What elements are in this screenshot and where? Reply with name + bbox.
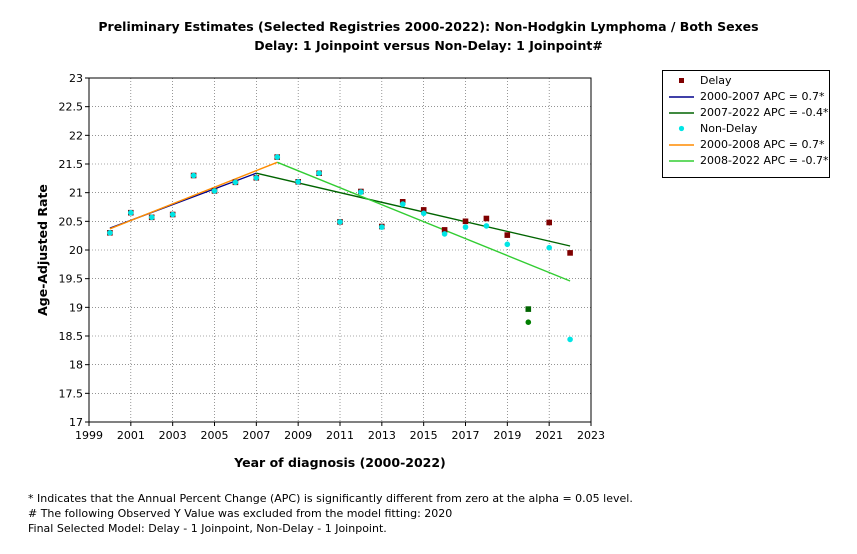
grid-lines	[89, 78, 591, 422]
x-tick-label: 2007	[242, 429, 270, 442]
legend-label: 2000-2008 APC = 0.7*	[700, 138, 825, 151]
x-tick-label: 2005	[201, 429, 229, 442]
trend-line-segment	[256, 172, 571, 247]
x-tick-label: 2015	[410, 429, 438, 442]
axis-ticks: 17 17.5 18 18.5 19 19.5 20 20.5 21 21.5 22 22.5 23 19…	[59, 72, 606, 442]
non-delay-point	[295, 179, 302, 185]
y-tick-label: 23	[69, 72, 83, 85]
legend-label: Non-Delay	[700, 122, 758, 135]
circle-marker-icon	[678, 125, 685, 132]
non-delay-point	[420, 210, 427, 217]
legend-label: Delay	[700, 74, 732, 87]
delay-point	[462, 218, 469, 225]
legend-label: 2007-2022 APC = -0.4*	[700, 106, 829, 119]
footnote-model: Final Selected Model: Delay - 1 Joinpoin…	[28, 522, 387, 535]
non-delay-point	[567, 336, 573, 343]
non-delay-point	[128, 209, 134, 216]
delay-point	[483, 215, 490, 222]
x-tick-label: 2013	[368, 429, 396, 442]
non-delay-point	[337, 219, 343, 225]
y-tick-label: 20.5	[59, 215, 84, 228]
x-tick-label: 2011	[326, 429, 354, 442]
y-tick-label: 19	[69, 301, 83, 314]
y-tick-label: 19.5	[59, 273, 84, 286]
x-tick-label: 1999	[75, 429, 103, 442]
y-tick-label: 17.5	[59, 387, 84, 400]
chart-title: Preliminary Estimates (Selected Registri…	[98, 19, 759, 34]
non-delay-point	[400, 201, 406, 207]
x-tick-label: 2017	[452, 429, 480, 442]
trend-lines	[109, 161, 571, 282]
data-points	[107, 154, 573, 343]
delay-point	[567, 250, 573, 256]
non-delay-point	[379, 224, 385, 230]
x-tick-label: 2021	[535, 429, 563, 442]
square-marker-icon	[679, 78, 684, 83]
y-tick-label: 22.5	[59, 101, 84, 114]
non-delay-point	[169, 211, 176, 218]
non-delay-point	[441, 231, 448, 237]
delay-point	[441, 227, 448, 233]
non-delay-point	[546, 244, 552, 251]
delay-point	[546, 219, 552, 226]
non-delay-point	[107, 230, 113, 236]
non-delay-point	[190, 172, 197, 179]
line-marker-icon	[669, 112, 694, 114]
line-marker-icon	[669, 160, 694, 162]
x-tick-label: 2003	[159, 429, 187, 442]
trend-line-segment	[109, 161, 278, 230]
x-axis-label: Year of diagnosis (2000-2022)	[233, 455, 446, 470]
line-marker-icon	[669, 96, 694, 98]
non-delay-point	[232, 179, 239, 186]
y-tick-label: 18	[69, 359, 83, 372]
y-tick-label: 17	[69, 416, 83, 429]
trend-line-segment	[277, 161, 571, 282]
chart-subtitle: Delay: 1 Joinpoint versus Non-Delay: 1 J…	[254, 38, 603, 53]
y-tick-label: 21.5	[59, 158, 84, 171]
legend-label: 2008-2022 APC = -0.7*	[700, 154, 829, 167]
y-tick-label: 20	[69, 244, 83, 257]
line-marker-icon	[669, 144, 694, 146]
y-axis-label: Age-Adjusted Rate	[35, 184, 50, 316]
x-tick-label: 2009	[284, 429, 312, 442]
legend-non-delay-marker	[678, 125, 685, 132]
y-tick-label: 22	[69, 129, 83, 142]
y-tick-label: 18.5	[59, 330, 84, 343]
x-tick-label: 2019	[493, 429, 521, 442]
footnote-significance: * Indicates that the Annual Percent Chan…	[28, 492, 633, 505]
non-delay-point	[504, 241, 511, 248]
footnote-excluded: # The following Observed Y Value was exc…	[28, 507, 453, 520]
legend-label: 2000-2007 APC = 0.7*	[700, 90, 825, 103]
legend-delay-marker	[679, 78, 684, 83]
non-delay-point	[483, 223, 490, 229]
y-tick-label: 21	[69, 187, 83, 200]
legend: Delay 2000-2007 APC = 0.7* 2007-2022 APC…	[662, 70, 830, 178]
non-delay-point	[149, 214, 155, 221]
x-tick-label: 2023	[577, 429, 605, 442]
x-tick-label: 2001	[117, 429, 145, 442]
non-delay-point	[253, 175, 260, 181]
non-delay-point	[462, 224, 469, 230]
non-delay-point	[211, 188, 218, 194]
non-delay-point	[525, 319, 532, 326]
non-delay-point	[358, 189, 364, 195]
non-delay-point	[274, 154, 281, 160]
delay-point	[504, 232, 511, 238]
delay-point	[525, 306, 532, 312]
non-delay-point	[316, 170, 322, 176]
delay-point	[420, 207, 427, 213]
